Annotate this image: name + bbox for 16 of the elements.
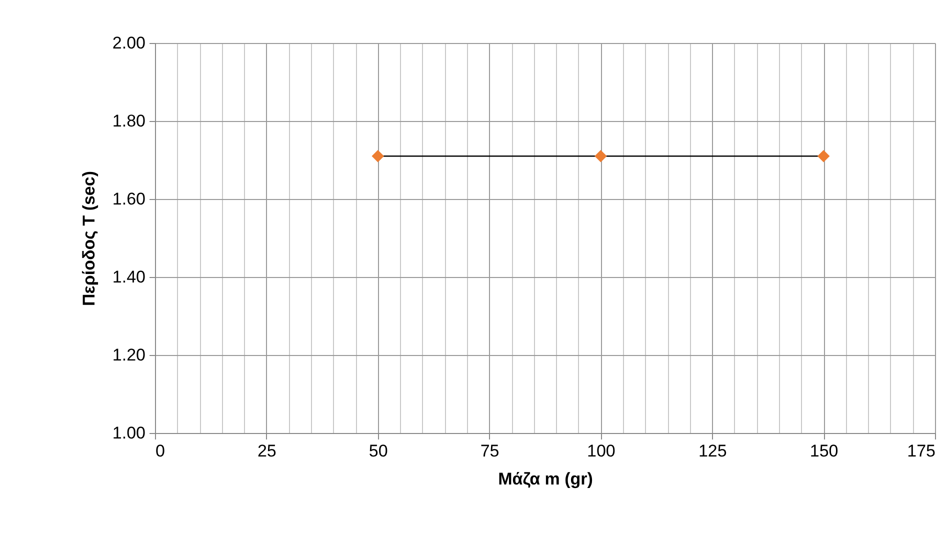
y-tick-label: 1.00	[112, 424, 146, 442]
x-tick-label: 50	[368, 442, 388, 460]
x-tick-label: 100	[587, 442, 616, 460]
x-tick-label: 125	[698, 442, 727, 460]
y-tick-label: 1.20	[112, 346, 146, 364]
x-tick-label: 150	[810, 442, 838, 460]
y-axis-title: Περίοδος T (sec)	[79, 170, 98, 306]
x-axis-title: Μάζα m (gr)	[498, 470, 593, 488]
y-tick-label: 1.40	[112, 268, 146, 286]
x-tick-label: 0	[156, 442, 165, 460]
x-tick-label: 75	[480, 442, 500, 460]
y-tick-label: 1.60	[112, 190, 146, 208]
x-tick-label: 25	[257, 442, 276, 460]
x-tick-label: 175	[907, 442, 936, 460]
y-tick-label: 2.00	[112, 34, 146, 52]
y-tick-label: 1.80	[112, 112, 146, 130]
